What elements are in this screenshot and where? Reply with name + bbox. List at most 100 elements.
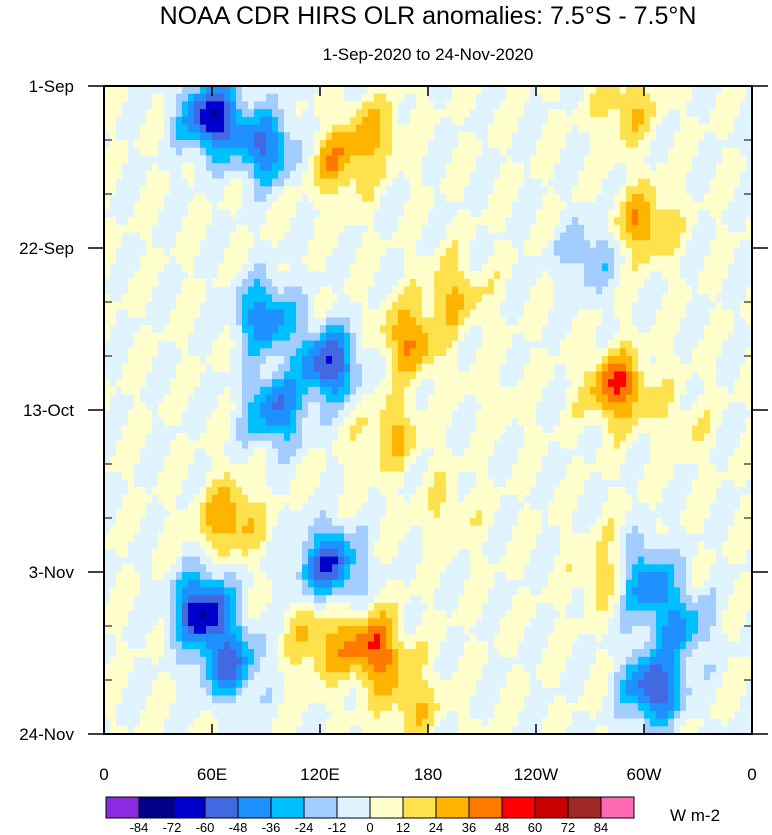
field-cell [404, 86, 411, 95]
field-cell [104, 325, 111, 334]
field-cell [176, 356, 183, 365]
field-cell [110, 109, 117, 118]
field-cell [242, 255, 249, 265]
field-cell [656, 417, 663, 427]
field-cell [668, 402, 675, 411]
field-cell [344, 348, 351, 357]
field-cell [122, 386, 129, 396]
field-cell [584, 116, 591, 126]
field-cell [110, 332, 117, 342]
field-cell [458, 379, 465, 388]
field-cell [104, 140, 111, 149]
field-cell [182, 248, 189, 257]
field-cell [488, 402, 495, 411]
field-cell [350, 132, 357, 141]
field-cell [332, 348, 339, 357]
field-cell [140, 386, 147, 396]
field-cell [254, 163, 261, 172]
field-cell [590, 116, 597, 126]
field-cell [368, 224, 375, 234]
field-cell [272, 317, 279, 326]
field-cell [620, 402, 627, 411]
field-cell [518, 255, 525, 265]
field-cell [596, 140, 603, 149]
field-cell [608, 116, 615, 126]
field-cell [458, 394, 465, 403]
field-cell [422, 402, 429, 411]
field-cell [224, 271, 231, 280]
field-cell [398, 317, 405, 326]
field-cell [506, 132, 513, 141]
field-cell [278, 302, 285, 311]
field-cell [278, 201, 285, 211]
field-cell [338, 417, 345, 427]
field-cell [620, 124, 627, 133]
field-cell [686, 317, 693, 326]
field-cell [500, 178, 507, 187]
field-cell [710, 302, 717, 311]
field-cell [674, 417, 681, 427]
field-cell [524, 240, 531, 249]
field-cell [620, 93, 627, 103]
field-cell [254, 286, 261, 295]
field-cell [164, 410, 171, 419]
field-cell [638, 240, 645, 249]
field-cell [500, 433, 507, 442]
field-cell [566, 302, 573, 311]
field-cell [200, 201, 207, 211]
field-cell [104, 294, 111, 303]
field-cell [632, 363, 639, 373]
field-cell [482, 109, 489, 118]
field-cell [128, 186, 135, 195]
field-cell [422, 371, 429, 380]
field-cell [374, 340, 381, 349]
field-cell [326, 417, 333, 427]
field-cell [554, 86, 561, 95]
field-cell [650, 271, 657, 280]
field-cell [650, 116, 657, 126]
field-cell [554, 248, 561, 257]
field-cell [434, 232, 441, 241]
field-cell [404, 194, 411, 203]
field-cell [260, 147, 267, 157]
field-cell [344, 263, 351, 272]
field-cell [296, 402, 303, 411]
field-cell [488, 101, 495, 110]
field-cell [314, 402, 321, 411]
field-cell [386, 101, 393, 110]
field-cell [692, 232, 699, 241]
field-cell [116, 425, 123, 434]
field-cell [356, 340, 363, 349]
field-cell [308, 363, 315, 373]
field-cell [212, 209, 219, 218]
field-cell [410, 317, 417, 326]
field-cell [560, 410, 567, 419]
field-cell [584, 240, 591, 249]
field-cell [596, 101, 603, 110]
field-cell [446, 394, 453, 403]
field-cell [686, 101, 693, 110]
field-cell [272, 425, 279, 434]
field-cell [308, 140, 315, 149]
field-cell [428, 348, 435, 357]
field-cell [668, 271, 675, 280]
field-cell [158, 109, 165, 118]
field-cell [578, 155, 585, 164]
field-cell [698, 140, 705, 149]
field-cell [512, 356, 519, 365]
field-cell [182, 402, 189, 411]
field-cell [464, 93, 471, 103]
field-cell [554, 317, 561, 326]
field-cell [572, 379, 579, 388]
field-cell [164, 140, 171, 149]
field-cell [638, 217, 645, 226]
field-cell [278, 101, 285, 110]
field-cell [512, 232, 519, 241]
field-cell [326, 194, 333, 203]
field-cell [590, 255, 597, 265]
field-cell [482, 433, 489, 442]
field-cell [194, 101, 201, 110]
field-cell [638, 155, 645, 164]
field-cell [656, 170, 663, 180]
field-cell [122, 255, 129, 265]
